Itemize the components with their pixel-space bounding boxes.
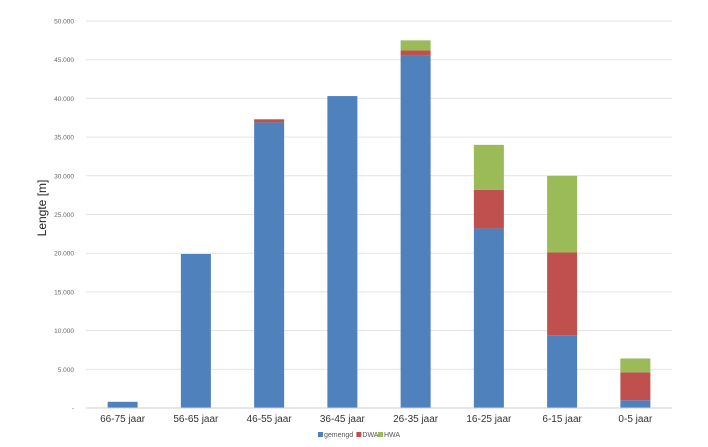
- legend-swatch-hwa: [378, 432, 383, 437]
- y-axis-label: Lengte [m]: [35, 180, 49, 237]
- bar-gemengd-1: [180, 253, 211, 408]
- x-tick-label: 26-35 jaar: [393, 414, 439, 425]
- bar-gemengd-0: [107, 401, 138, 408]
- y-tick-label: 10.000: [54, 328, 74, 335]
- x-tick-label: 46-55 jaar: [247, 414, 293, 425]
- bar-gemengd-7: [620, 400, 651, 408]
- bar-gemengd-4: [400, 55, 431, 408]
- bar-gemengd-2: [254, 122, 285, 409]
- x-tick-label: 56-65 jaar: [173, 414, 219, 425]
- gridlines: [86, 20, 672, 370]
- bar-dwa-4: [400, 50, 431, 56]
- y-tick-label: 30.000: [54, 173, 74, 180]
- bar-gemengd-5: [473, 228, 504, 408]
- bars: [107, 40, 651, 409]
- y-tick-label: 35.000: [54, 135, 74, 142]
- bar-dwa-2: [254, 119, 285, 123]
- bar-hwa-4: [400, 40, 431, 51]
- bar-dwa-6: [547, 252, 578, 336]
- bar-dwa-7: [620, 372, 651, 401]
- bar-gemengd-3: [327, 96, 358, 408]
- y-tick-label: 50.000: [54, 19, 74, 26]
- bar-dwa-5: [473, 189, 504, 229]
- legend-swatch-dwa: [356, 432, 362, 437]
- bar-hwa-7: [620, 358, 651, 373]
- legend-label-dwa: DWA: [362, 432, 378, 439]
- y-tick-label: 45.000: [54, 57, 74, 64]
- x-tick-label: 16-25 jaar: [466, 414, 512, 425]
- y-tick-label: -: [72, 406, 74, 413]
- y-tick-label: 40.000: [54, 96, 74, 103]
- x-tick-label: 36-45 jaar: [320, 414, 366, 425]
- legend-swatch-gemengd: [318, 432, 323, 437]
- y-tick-label: 15.000: [54, 289, 74, 296]
- y-tick-label: 5.000: [58, 367, 75, 374]
- legend-label-gemengd: gemengd: [324, 432, 353, 439]
- y-axis-ticks: - 5.000 10.000 15.000 20.000 25.000 30.000 35.0…: [54, 19, 74, 413]
- x-axis-categories: 66-75 jaar 56-65 jaar 46-55 jaar 36-45 jaar…: [100, 414, 653, 425]
- y-tick-label: 25.000: [54, 212, 74, 219]
- legend-label-hwa: HWA: [384, 432, 400, 439]
- x-tick-label: 66-75 jaar: [100, 414, 146, 425]
- x-tick-label: 6-15 jaar: [542, 414, 582, 425]
- x-tick-label: 0-5 jaar: [618, 414, 653, 425]
- bar-gemengd-6: [547, 335, 578, 408]
- bar-hwa-6: [547, 175, 578, 253]
- bar-hwa-5: [473, 144, 504, 190]
- legend: gemengd DWA HWA: [318, 432, 400, 439]
- y-tick-label: 20.000: [54, 251, 74, 258]
